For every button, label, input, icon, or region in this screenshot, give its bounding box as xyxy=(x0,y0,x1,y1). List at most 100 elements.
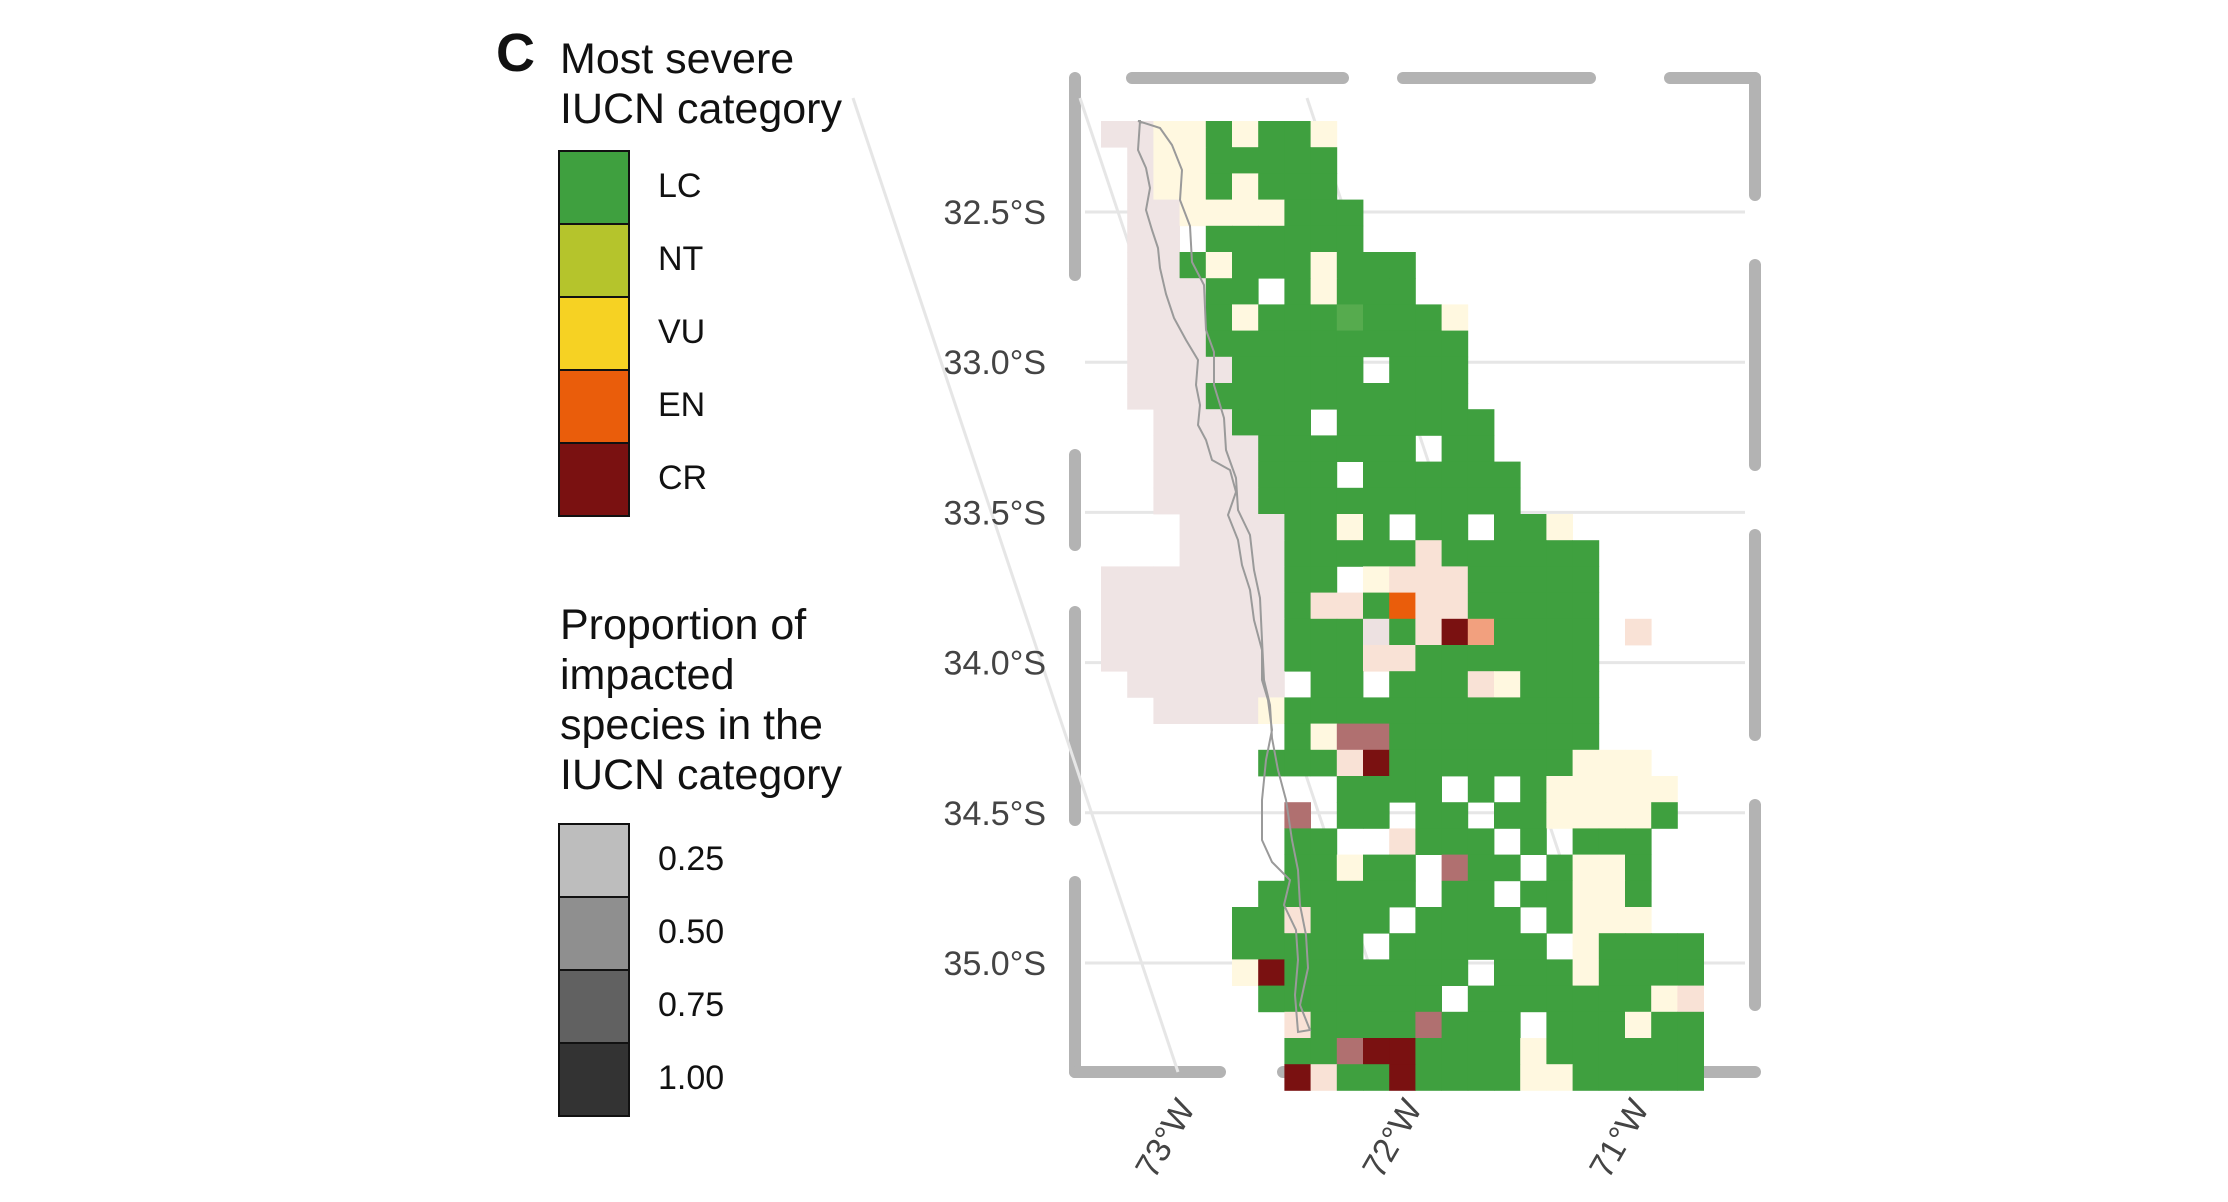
grid-cell xyxy=(1546,592,1573,620)
lat-tick-label: 34.0°S xyxy=(944,645,1046,683)
grid-cell xyxy=(1363,1064,1390,1091)
grid-cell xyxy=(1651,985,1678,1013)
grid-cell xyxy=(1467,435,1495,462)
grid-cell xyxy=(1389,435,1416,462)
grid-cell xyxy=(1258,147,1285,174)
grid-cell xyxy=(1363,697,1390,724)
grid-cell xyxy=(1153,383,1180,410)
grid-cell xyxy=(1310,514,1338,541)
grid-cell xyxy=(1389,540,1416,567)
grid-cell xyxy=(1284,330,1311,358)
grid-cell xyxy=(1363,514,1390,541)
grid-cell xyxy=(1520,566,1547,593)
grid-cell xyxy=(1284,252,1311,279)
grid-cell xyxy=(1310,487,1338,515)
grid-cell xyxy=(1258,383,1285,410)
grid-cell xyxy=(1336,225,1364,253)
grid-cell xyxy=(1389,749,1416,777)
grid-cell xyxy=(1415,487,1442,515)
grid-cell xyxy=(1101,592,1128,620)
grid-cell xyxy=(1310,330,1338,358)
grid-cell xyxy=(1625,776,1652,803)
grid-cell xyxy=(1179,304,1207,331)
grid-cell xyxy=(1205,540,1233,567)
grid-cell xyxy=(1363,330,1390,358)
grid-cell xyxy=(1284,356,1311,384)
grid-cell xyxy=(1258,566,1285,593)
grid-cell xyxy=(1336,907,1364,934)
grid-cell xyxy=(1441,435,1469,462)
grid-cell xyxy=(1572,907,1600,934)
grid-cell xyxy=(1441,828,1469,855)
grid-cell xyxy=(1336,330,1364,358)
grid-cell xyxy=(1101,566,1128,593)
grid-cell xyxy=(1205,199,1233,227)
grid-cell xyxy=(1363,749,1390,777)
grid-cell xyxy=(1467,723,1495,751)
lon-tick-label: 73°W xyxy=(1128,1093,1203,1184)
grid-cell xyxy=(1310,749,1338,777)
grid-cell xyxy=(1153,487,1180,515)
grid-cell xyxy=(1598,985,1626,1013)
grid-cell xyxy=(1651,1038,1678,1065)
grid-cell xyxy=(1101,618,1128,646)
grid-cell xyxy=(1441,1011,1469,1039)
lon-tick-label: 71°W xyxy=(1582,1093,1657,1184)
grid-cell xyxy=(1205,121,1233,148)
grid-cell xyxy=(1179,383,1207,410)
grid-cell xyxy=(1310,933,1338,960)
grid-cell xyxy=(1127,618,1154,646)
grid-cell xyxy=(1336,933,1364,960)
grid-cell xyxy=(1336,880,1364,908)
grid-cell xyxy=(1520,514,1547,541)
grid-cell xyxy=(1310,985,1338,1013)
proportion-key-3 xyxy=(558,1042,630,1117)
grid-cell xyxy=(1625,1038,1652,1065)
grid-cell xyxy=(1232,199,1259,227)
grid-cell xyxy=(1441,802,1469,829)
grid-cell xyxy=(1310,592,1338,620)
grid-cell xyxy=(1127,225,1154,253)
grid-cell xyxy=(1363,802,1390,829)
grid-cell xyxy=(1389,461,1416,489)
grid-cell xyxy=(1415,749,1442,777)
grid-cell xyxy=(1572,723,1600,751)
grid-cell xyxy=(1572,828,1600,855)
grid-cell xyxy=(1441,487,1469,515)
grid-cell xyxy=(1467,933,1495,960)
grid-cell xyxy=(1205,618,1233,646)
grid-cell xyxy=(1284,645,1311,672)
grid-cell xyxy=(1625,1011,1652,1039)
grid-cell xyxy=(1467,776,1495,803)
grid-cell xyxy=(1363,566,1390,593)
grid-cell xyxy=(1494,933,1521,960)
grid-cell xyxy=(1546,723,1573,751)
grid-cell xyxy=(1153,435,1180,462)
grid-cell xyxy=(1258,514,1285,541)
grid-cell xyxy=(1467,854,1495,882)
grid-cell xyxy=(1572,802,1600,829)
grid-cell xyxy=(1598,959,1626,986)
grid-cell xyxy=(1520,933,1547,960)
grid-cell xyxy=(1363,985,1390,1013)
grid-cell xyxy=(1310,304,1338,331)
grid-cell xyxy=(1153,592,1180,620)
grid-cell xyxy=(1467,618,1495,646)
grid-cell xyxy=(1232,540,1259,567)
grid-cell xyxy=(1441,618,1469,646)
grid-cell xyxy=(1441,1064,1469,1091)
grid-cell xyxy=(1441,959,1469,986)
grid-cell xyxy=(1336,985,1364,1013)
grid-cell xyxy=(1598,802,1626,829)
proportion-label-3: 1.00 xyxy=(658,1058,725,1097)
grid-cell xyxy=(1389,854,1416,882)
grid-cell xyxy=(1415,356,1442,384)
grid-cell xyxy=(1363,776,1390,803)
grid-cell xyxy=(1415,907,1442,934)
grid-cell xyxy=(1363,1011,1390,1039)
grid-cell xyxy=(1572,854,1600,882)
grid-cell xyxy=(1467,697,1495,724)
grid-cell xyxy=(1205,514,1233,541)
grid-cell xyxy=(1258,461,1285,489)
